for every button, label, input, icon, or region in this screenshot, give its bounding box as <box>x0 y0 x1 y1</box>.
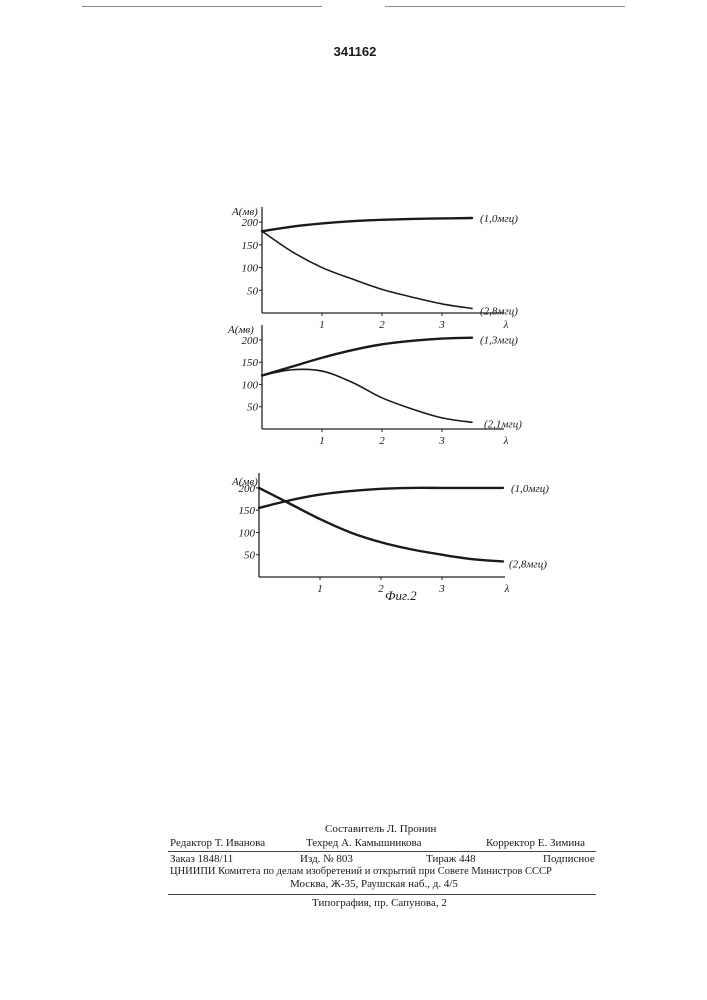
compiler-line: Составитель Л. Пронин <box>325 823 436 836</box>
x-axis-label: λ <box>504 583 510 595</box>
org-line-2: Москва, Ж-35, Раушская наб., д. 4/5 <box>290 878 458 891</box>
y-tick-label: 150 <box>242 240 259 252</box>
printer-line: Типография, пр. Сапунова, 2 <box>312 897 447 910</box>
y-tick-label: 100 <box>239 527 256 539</box>
series-label: (2,8мгц) <box>480 305 518 317</box>
series-line-1 <box>259 488 503 508</box>
x-tick-label: 2 <box>379 319 385 331</box>
figure-2: A(мв)20015010050123λ(1,0мгц)(2,8мгц)A(мв… <box>0 0 707 620</box>
graph-panel-3: A(мв)20015010050123λ(1,0мгц)(2,8мгц) <box>231 473 549 595</box>
editor-line: Редактор Т. Иванова <box>170 837 265 850</box>
series-label: (1,0мгц) <box>480 213 518 225</box>
y-tick-label: 150 <box>242 357 259 369</box>
x-tick-label: 2 <box>378 583 384 595</box>
corrector-line: Корректор Е. Зимина <box>486 837 585 850</box>
x-tick-label: 1 <box>317 583 323 595</box>
y-tick-label: 50 <box>247 285 259 297</box>
series-line-1 <box>262 218 472 231</box>
series-line-2 <box>262 369 472 422</box>
x-tick-label: 1 <box>319 319 325 331</box>
x-tick-label: 3 <box>438 435 445 447</box>
graph-panel-2: A(мв)20015010050123λ(1,3мгц)(2,1мгц) <box>227 324 522 447</box>
org-line-1: ЦНИИПИ Комитета по делам изобретений и о… <box>170 865 552 878</box>
footer-rule-2 <box>168 894 596 895</box>
series-label: (1,0мгц) <box>511 483 549 495</box>
series-label: (2,1мгц) <box>484 418 522 430</box>
x-tick-label: 3 <box>438 583 445 595</box>
graph-panel-1: A(мв)20015010050123λ(1,0мгц)(2,8мгц) <box>231 206 518 331</box>
x-axis-label: λ <box>503 319 509 331</box>
figure-caption: Фиг.2 <box>385 588 417 603</box>
y-tick-label: 50 <box>244 550 256 562</box>
x-tick-label: 1 <box>319 435 325 447</box>
y-tick-label: 200 <box>239 483 256 495</box>
y-tick-label: 200 <box>242 217 259 229</box>
series-label: (2,8мгц) <box>509 558 547 570</box>
y-tick-label: 100 <box>242 263 259 275</box>
y-tick-label: 200 <box>242 335 259 347</box>
y-tick-label: 50 <box>247 402 259 414</box>
techred-line: Техред А. Камышникова <box>306 837 421 850</box>
series-line-2 <box>262 231 472 308</box>
y-tick-label: 150 <box>239 505 256 517</box>
x-tick-label: 3 <box>438 319 445 331</box>
x-axis-label: λ <box>503 435 509 447</box>
footer-rule-1 <box>168 851 596 852</box>
series-label: (1,3мгц) <box>480 335 518 347</box>
y-tick-label: 100 <box>242 379 259 391</box>
x-tick-label: 2 <box>379 435 385 447</box>
